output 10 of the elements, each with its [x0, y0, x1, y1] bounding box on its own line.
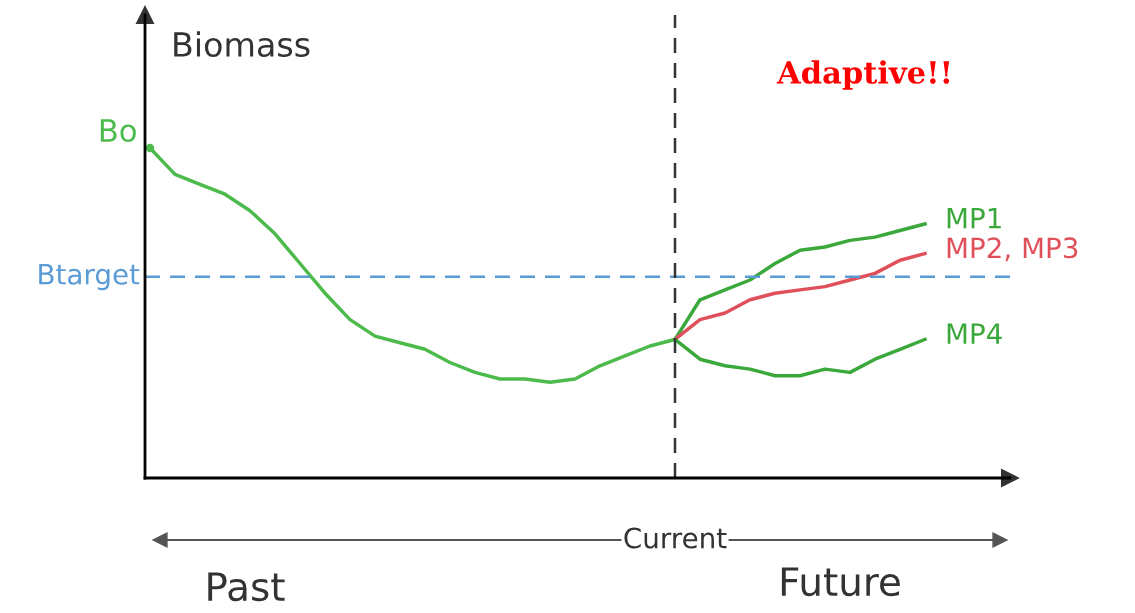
series-label: MP1	[947, 208, 1001, 229]
series-label: MP2, MP3	[947, 237, 1078, 262]
text: Current	[624, 527, 727, 549]
text: Adaptive!!	[776, 60, 950, 90]
ref-line-label: Btarget	[39, 264, 140, 291]
text: Past	[208, 572, 285, 602]
text: Bo	[100, 119, 136, 143]
text: Future	[781, 567, 900, 597]
series-label: MP4	[947, 323, 1002, 344]
y-axis-title: Biomass	[174, 31, 310, 58]
